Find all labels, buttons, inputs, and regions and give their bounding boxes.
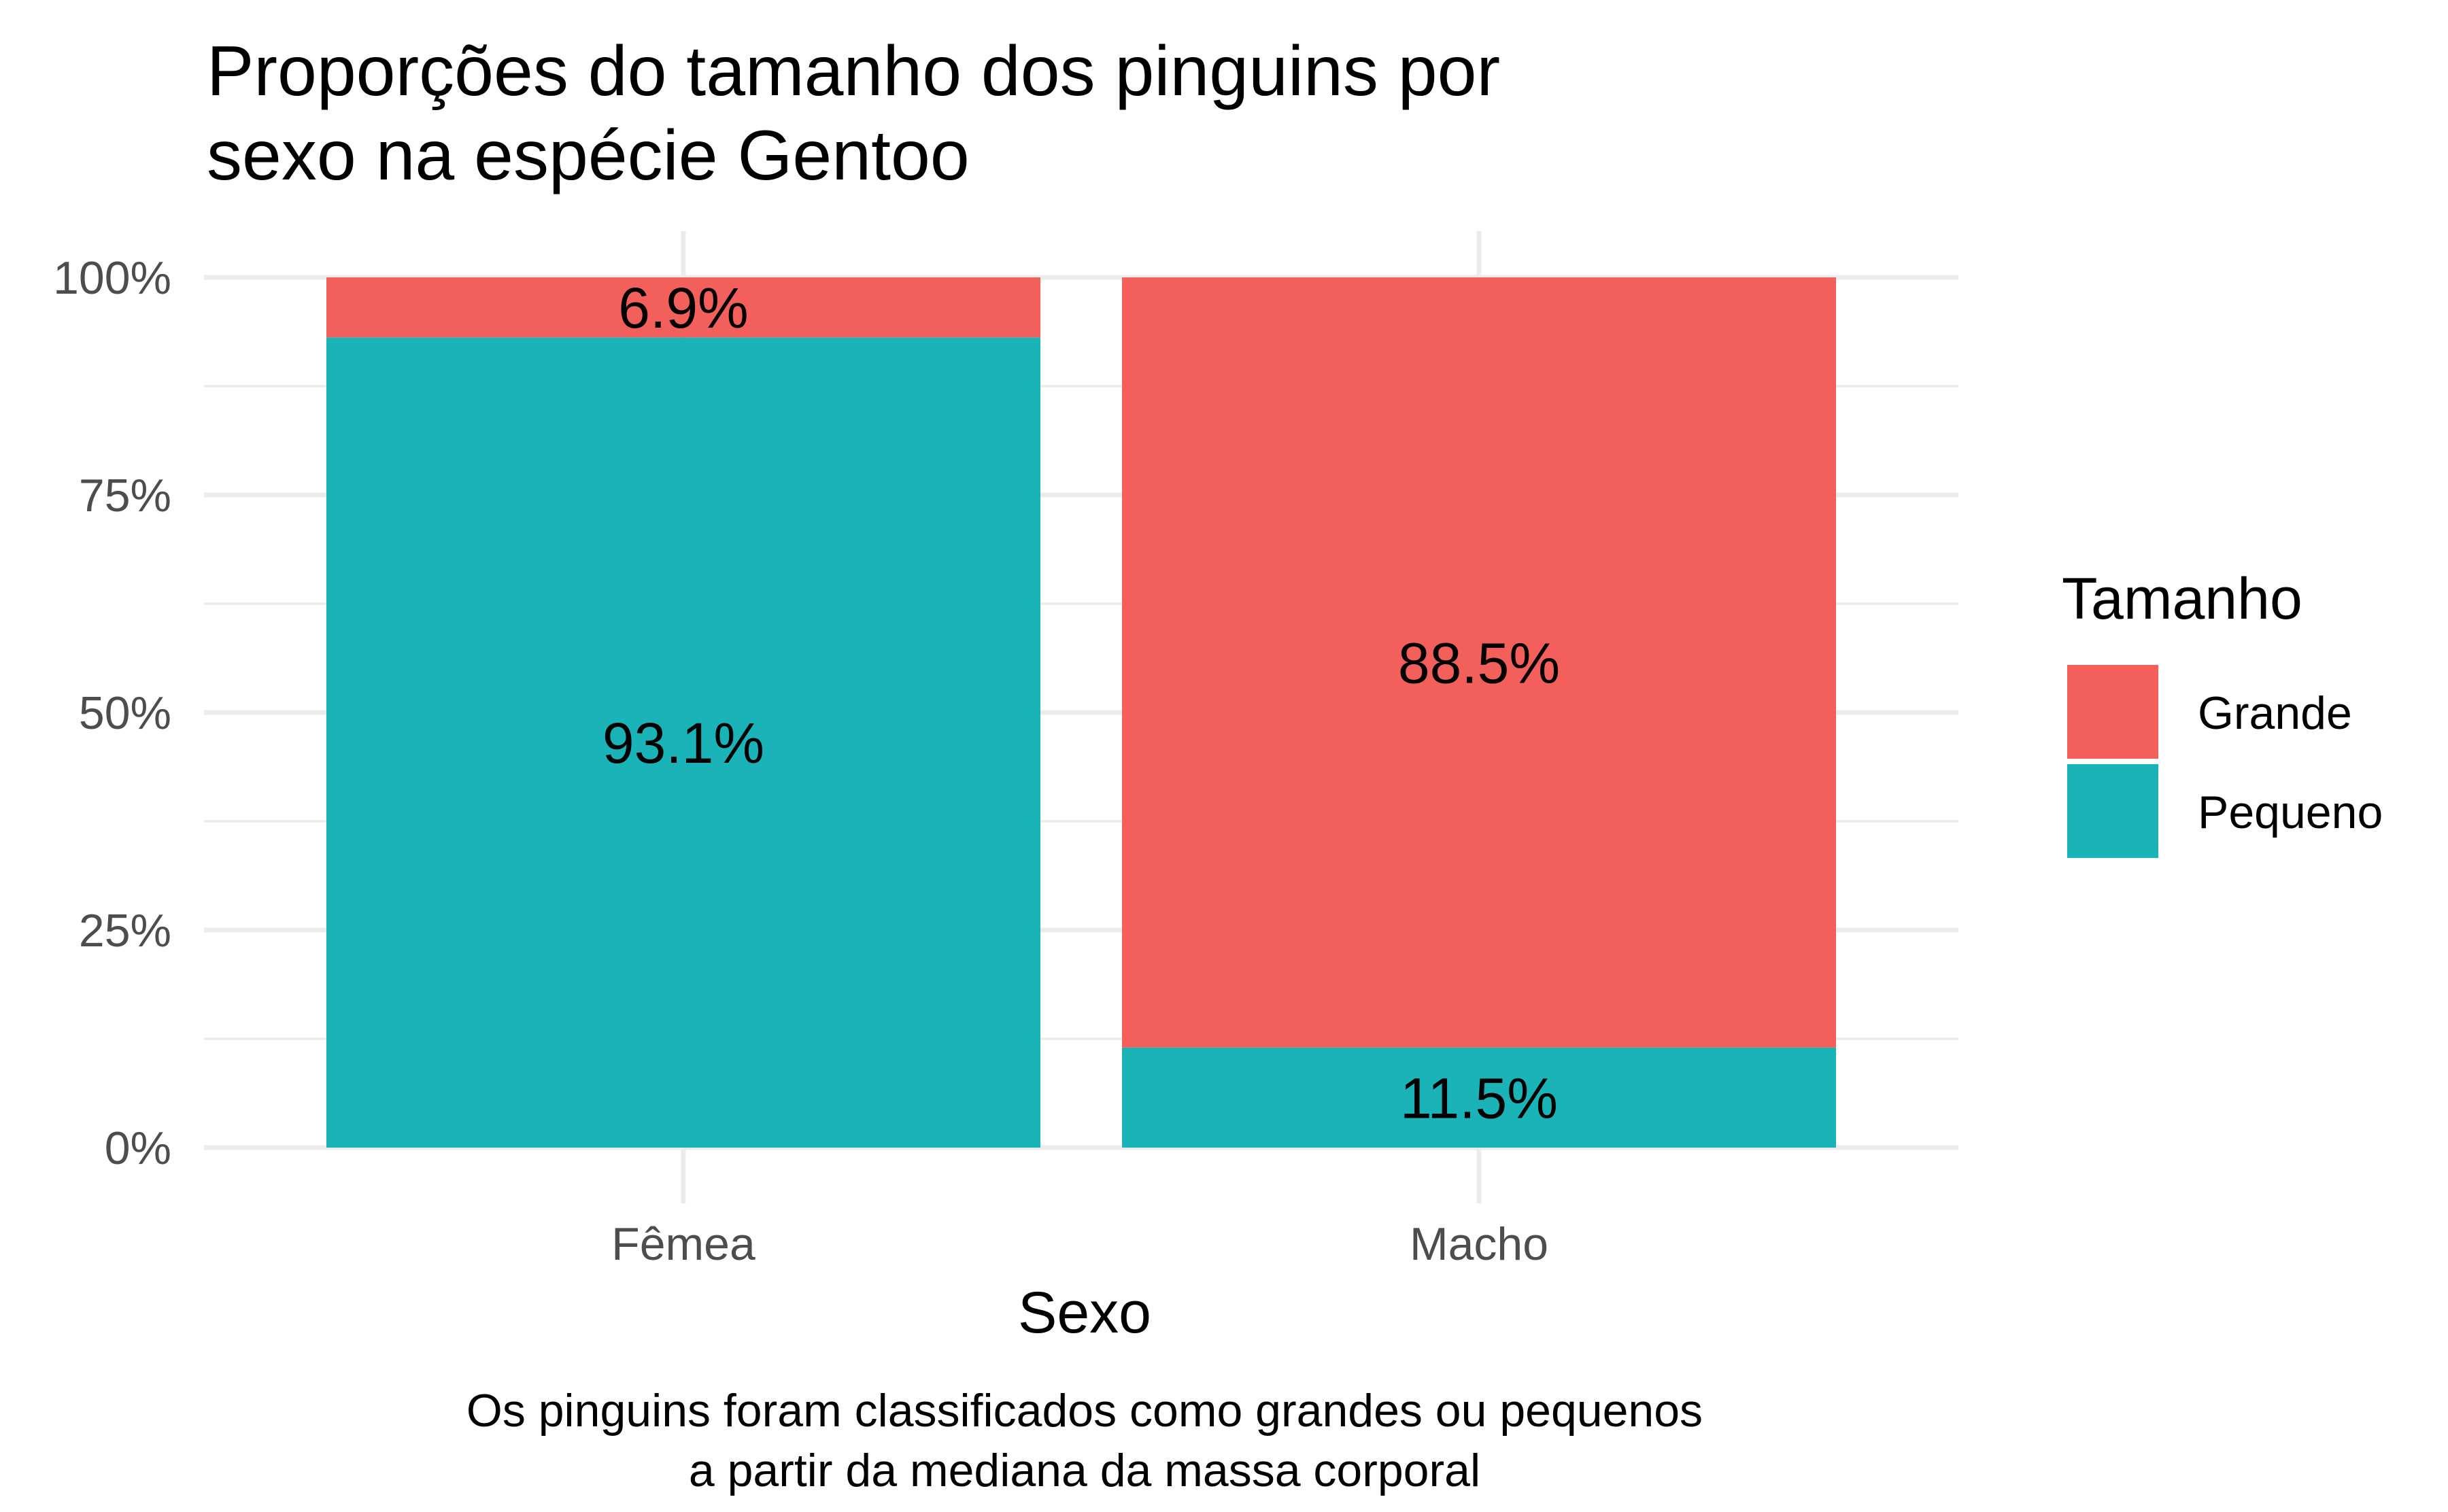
bar-label-grande-0: 6.9% (618, 276, 748, 340)
legend-label-grande: Grande (2198, 687, 2352, 739)
bar-pequeno-1 (1122, 1047, 1836, 1148)
legend-title: Tamanho (2062, 566, 2302, 632)
bar-grande-0 (326, 277, 1040, 338)
y-tick-label: 100% (53, 252, 171, 304)
legend-swatch-grande (2067, 665, 2158, 759)
bar-labels: 93.1% 6.9% 11.5% 88.5% (602, 276, 1560, 1130)
y-tick-label: 75% (79, 470, 171, 521)
y-tick-label: 0% (105, 1122, 171, 1174)
x-tick-label: Macho (1410, 1218, 1548, 1270)
legend-label-pequeno: Pequeno (2198, 787, 2383, 838)
bar-label-grande-1: 88.5% (1398, 631, 1560, 695)
x-axis-ticks: Fêmea Macho (611, 1218, 1548, 1270)
caption-line-1: Os pinguins foram classificados como gra… (466, 1385, 1703, 1437)
x-tick-label: Fêmea (611, 1218, 755, 1270)
legend-items: Grande Pequeno (2067, 665, 2383, 858)
bar-label-pequeno-1: 11.5% (1400, 1066, 1558, 1130)
chart-title-line-2: sexo na espécie Gentoo (207, 116, 970, 195)
bar-grande-1 (1122, 277, 1836, 1048)
bars (326, 277, 1836, 1148)
x-axis-title: Sexo (1018, 1280, 1151, 1345)
y-axis-ticks: 0% 25% 50% 75% 100% (53, 252, 171, 1174)
chart-title-line-1: Proporções do tamanho dos pinguins por (207, 32, 1500, 111)
bar-label-pequeno-0: 93.1% (602, 711, 764, 775)
legend: Tamanho Grande Pequeno (2062, 566, 2383, 858)
y-tick-label: 50% (79, 687, 171, 739)
plot-area: 93.1% 6.9% 11.5% 88.5% (204, 231, 1958, 1203)
bar-pequeno-0 (326, 337, 1040, 1148)
legend-swatch-pequeno (2067, 764, 2158, 858)
y-tick-label: 25% (79, 905, 171, 957)
caption-line-2: a partir da mediana da massa corporal (689, 1445, 1480, 1496)
